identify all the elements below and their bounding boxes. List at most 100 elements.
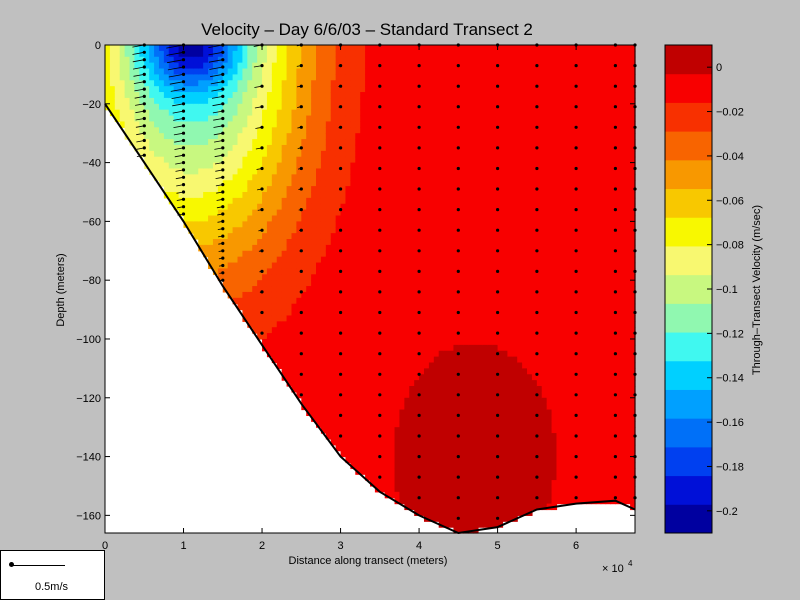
contour-cell	[237, 103, 244, 111]
contour-cell	[360, 433, 366, 440]
contour-cell	[212, 197, 219, 205]
contour-cell	[473, 344, 479, 352]
contour-cell	[507, 86, 513, 93]
contour-cell	[512, 491, 518, 499]
contour-cell	[517, 168, 523, 175]
contour-cell	[114, 109, 121, 117]
contour-cell	[208, 191, 214, 199]
contour-cell	[507, 186, 513, 193]
contour-cell	[512, 92, 518, 99]
contour-cell	[374, 462, 381, 469]
contour-cell	[379, 162, 386, 170]
contour-cell	[252, 191, 258, 199]
contour-cell	[355, 321, 361, 328]
contour-cell	[193, 109, 199, 117]
contour-cell	[370, 174, 376, 181]
contour-cell	[286, 244, 293, 252]
contour-cell	[522, 86, 528, 93]
contour-cell	[365, 215, 371, 222]
contour-cell	[399, 468, 405, 475]
contour-cell	[399, 244, 405, 252]
contour-cell	[276, 362, 283, 369]
contour-cell	[379, 168, 386, 175]
contour-cell	[242, 144, 248, 152]
contour-cell	[463, 133, 469, 140]
contour-cell	[306, 45, 312, 52]
contour-cell	[301, 250, 307, 258]
contour-cell	[384, 256, 391, 264]
contour-cell	[227, 156, 234, 164]
contour-cell	[409, 86, 415, 93]
contour-cell	[468, 127, 474, 134]
contour-cell	[409, 291, 415, 299]
contour-cell	[379, 421, 386, 428]
contour-cell	[124, 50, 131, 58]
contour-cell	[370, 262, 376, 270]
contour-cell	[502, 74, 509, 81]
contour-cell	[281, 291, 288, 299]
contour-cell	[507, 103, 513, 111]
contour-cell	[370, 150, 376, 158]
contour-cell	[119, 109, 126, 117]
contour-cell	[257, 244, 263, 252]
contour-cell	[311, 262, 317, 270]
contour-cell	[458, 45, 464, 52]
contour-cell	[482, 168, 489, 175]
contour-cell	[438, 491, 445, 499]
contour-cell	[448, 515, 455, 522]
contour-cell	[428, 380, 435, 387]
contour-cell	[512, 168, 518, 175]
contour-cell	[301, 191, 307, 199]
contour-cell	[379, 356, 386, 364]
contour-cell	[320, 45, 327, 52]
contour-cell	[477, 133, 484, 140]
contour-cell	[291, 139, 297, 146]
contour-cell	[325, 227, 332, 234]
contour-cell	[163, 109, 170, 117]
contour-cell	[316, 415, 322, 422]
contour-cell	[291, 262, 297, 270]
contour-cell	[345, 144, 351, 152]
contour-cell	[291, 162, 297, 170]
contour-cell	[316, 280, 322, 287]
contour-cell	[247, 121, 253, 128]
contour-cell	[463, 191, 469, 199]
contour-cell	[389, 474, 396, 481]
contour-cell	[419, 474, 425, 481]
contour-cell	[414, 168, 420, 175]
contour-cell	[379, 409, 386, 417]
contour-cell	[276, 297, 283, 305]
contour-cell	[291, 244, 297, 252]
contour-cell	[271, 197, 278, 205]
contour-cell	[217, 215, 224, 222]
contour-cell	[419, 156, 425, 164]
contour-cell	[492, 427, 499, 434]
contour-cell	[512, 109, 518, 117]
contour-cell	[473, 450, 479, 458]
contour-cell	[330, 303, 337, 311]
contour-cell	[389, 433, 396, 440]
contour-cell	[463, 80, 469, 87]
contour-cell	[276, 327, 283, 334]
contour-cell	[399, 286, 405, 293]
contour-cell	[296, 97, 302, 105]
contour-cell	[458, 380, 464, 387]
contour-cell	[242, 203, 248, 211]
contour-cell	[522, 444, 528, 452]
contour-cell	[242, 168, 248, 175]
contour-cell	[389, 262, 396, 270]
contour-cell	[262, 244, 268, 252]
contour-cell	[419, 450, 425, 458]
contour-cell	[370, 309, 376, 317]
contour-cell	[286, 286, 293, 293]
contour-cell	[458, 491, 464, 499]
contour-cell	[139, 74, 145, 81]
contour-cell	[301, 109, 307, 117]
contour-cell	[399, 221, 405, 228]
contour-cell	[262, 68, 268, 75]
contour-cell	[276, 244, 283, 252]
contour-cell	[222, 244, 229, 252]
contour-cell	[507, 115, 513, 123]
contour-cell	[276, 197, 283, 205]
contour-cell	[262, 80, 268, 87]
